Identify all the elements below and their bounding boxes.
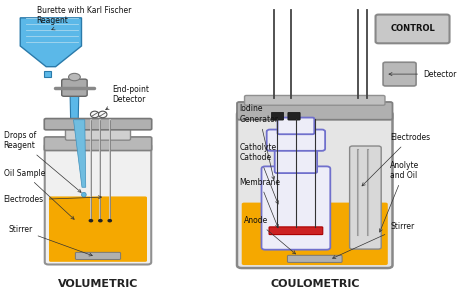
Text: Detector: Detector <box>389 69 456 79</box>
Text: CONTROL: CONTROL <box>390 24 435 34</box>
Ellipse shape <box>91 111 99 118</box>
Polygon shape <box>70 77 79 121</box>
FancyBboxPatch shape <box>49 196 147 262</box>
Text: Stirrer: Stirrer <box>9 225 92 256</box>
FancyBboxPatch shape <box>275 144 317 173</box>
FancyBboxPatch shape <box>242 203 388 265</box>
FancyBboxPatch shape <box>44 119 152 130</box>
Polygon shape <box>44 71 51 77</box>
Ellipse shape <box>98 219 103 223</box>
FancyBboxPatch shape <box>262 166 330 250</box>
FancyBboxPatch shape <box>237 102 392 120</box>
FancyBboxPatch shape <box>287 255 342 262</box>
FancyBboxPatch shape <box>269 227 323 235</box>
Ellipse shape <box>89 219 93 223</box>
FancyBboxPatch shape <box>277 117 314 134</box>
FancyBboxPatch shape <box>65 126 130 140</box>
Text: VOLUMETRIC: VOLUMETRIC <box>58 279 138 289</box>
FancyBboxPatch shape <box>62 79 87 96</box>
Ellipse shape <box>108 219 112 223</box>
Text: COULOMETRIC: COULOMETRIC <box>270 279 359 289</box>
Text: Burette with Karl Fischer
Reagent: Burette with Karl Fischer Reagent <box>36 6 131 30</box>
Polygon shape <box>73 120 86 187</box>
Ellipse shape <box>82 192 86 197</box>
Text: End-point
Detector: End-point Detector <box>106 85 149 110</box>
FancyBboxPatch shape <box>383 62 416 86</box>
Text: Membrane: Membrane <box>239 178 280 228</box>
Text: Electrodes: Electrodes <box>4 195 101 204</box>
FancyBboxPatch shape <box>288 112 300 120</box>
Text: Stirrer: Stirrer <box>333 222 414 259</box>
Text: Catholyte
Cathode: Catholyte Cathode <box>239 143 278 204</box>
FancyBboxPatch shape <box>267 130 325 151</box>
FancyBboxPatch shape <box>237 111 392 268</box>
Text: Anolyte
and Oil: Anolyte and Oil <box>380 161 419 232</box>
Ellipse shape <box>69 73 80 81</box>
FancyBboxPatch shape <box>75 252 120 259</box>
Text: Electrodes: Electrodes <box>362 133 430 186</box>
Text: Oil Sample: Oil Sample <box>4 169 74 219</box>
Ellipse shape <box>99 111 107 118</box>
FancyBboxPatch shape <box>350 146 381 249</box>
Text: Drops of
Reagent: Drops of Reagent <box>4 131 81 192</box>
Polygon shape <box>20 18 82 67</box>
FancyBboxPatch shape <box>44 137 152 151</box>
FancyBboxPatch shape <box>375 14 449 43</box>
FancyBboxPatch shape <box>245 95 385 105</box>
Text: Anode: Anode <box>244 216 296 254</box>
FancyBboxPatch shape <box>45 144 151 265</box>
FancyBboxPatch shape <box>272 112 283 120</box>
Text: Iodine
Generator: Iodine Generator <box>239 104 278 180</box>
